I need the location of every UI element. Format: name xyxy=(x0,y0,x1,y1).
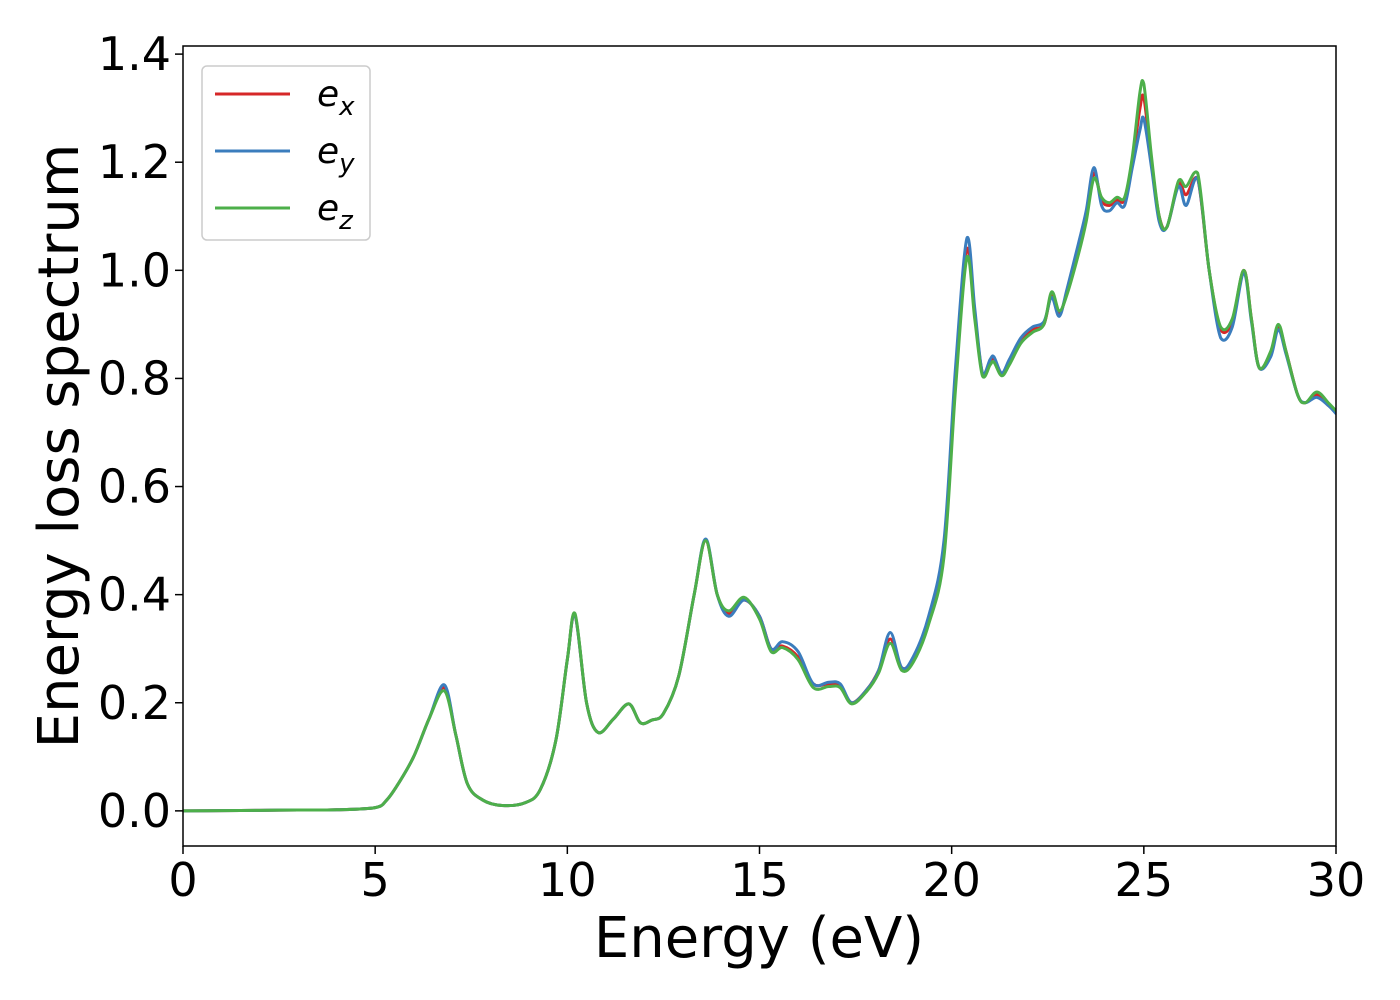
y-tick-label: 0.2 xyxy=(98,676,171,730)
y-tick-label: 0.0 xyxy=(98,784,171,838)
x-tick-label: 15 xyxy=(730,853,789,907)
legend-frame xyxy=(201,65,371,241)
legend: ex ey ez xyxy=(201,65,371,241)
series-layer xyxy=(183,79,1336,813)
y-axis-title: Energy loss spectrum xyxy=(27,144,92,749)
legend-label: ey xyxy=(317,131,355,179)
y-tick-label: 0.6 xyxy=(98,460,171,514)
legend-label: ez xyxy=(317,188,354,236)
y-tick-label: 1.4 xyxy=(98,27,171,81)
x-tick-label: 20 xyxy=(922,853,981,907)
y-tick-label: 1.0 xyxy=(98,243,171,297)
x-tick-label: 25 xyxy=(1115,853,1174,907)
x-tick-label: 5 xyxy=(361,853,390,907)
y-tick-label: 0.8 xyxy=(98,351,171,405)
plot-background xyxy=(183,46,1336,846)
x-tick-label: 0 xyxy=(168,853,197,907)
x-tick-label: 30 xyxy=(1307,853,1366,907)
y-tick-label: 0.4 xyxy=(98,568,171,622)
y-axis: 0.0 0.2 0.4 0.6 0.8 1.0 1.2 1.4 xyxy=(98,27,183,838)
y-tick-label: 1.2 xyxy=(98,135,171,189)
x-tick-label: 10 xyxy=(538,853,597,907)
series-line-e-z xyxy=(183,79,1336,813)
legend-label: ex xyxy=(317,74,355,122)
x-axis: 0 5 10 15 20 25 30 xyxy=(168,846,1365,907)
x-axis-title: Energy (eV) xyxy=(594,906,924,971)
